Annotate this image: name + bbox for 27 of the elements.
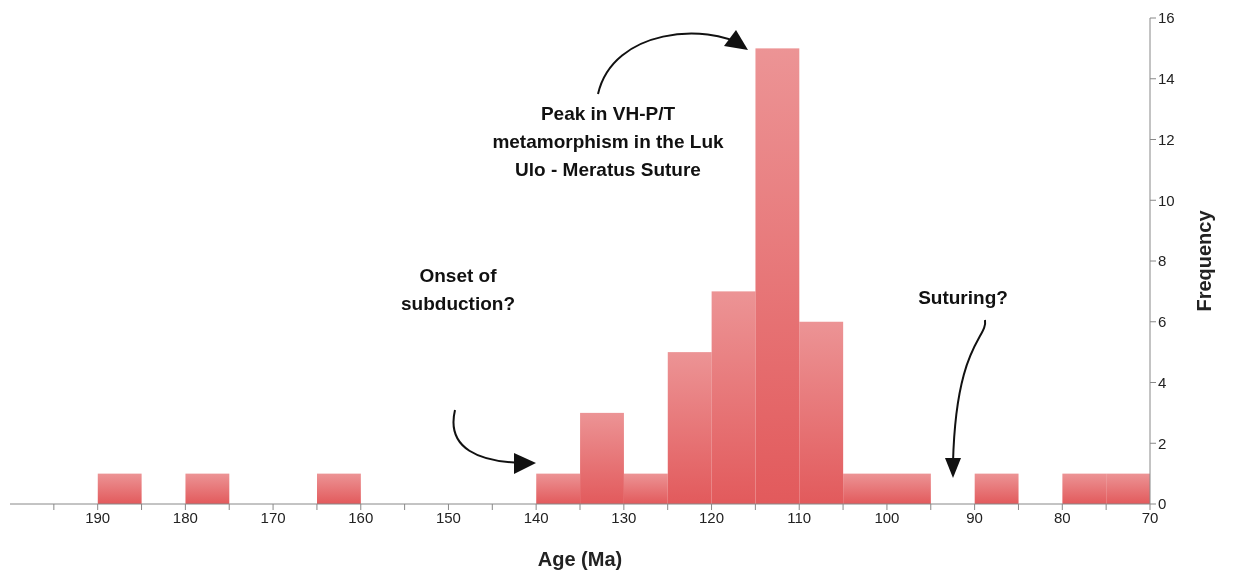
x-tick-label: 110 bbox=[787, 508, 812, 526]
x-tick-label: 190 bbox=[85, 508, 111, 526]
x-tick-label: 160 bbox=[348, 508, 374, 526]
y-tick-label: 16 bbox=[1158, 9, 1175, 27]
x-tick-label: 130 bbox=[611, 508, 637, 526]
x-tick-label: 100 bbox=[874, 508, 900, 526]
annotation: Peak in VH-P/T metamorphism in the Luk Ulo - Meratus Suture bbox=[491, 102, 725, 182]
annotation: Suturing? bbox=[917, 286, 1009, 310]
annotation: Onset of subduction? bbox=[400, 264, 516, 316]
y-tick-label: 12 bbox=[1158, 130, 1175, 148]
x-tick-label: 80 bbox=[1053, 508, 1071, 526]
y-axis-title: Frequency bbox=[1193, 209, 1216, 312]
y-tick-label: 8 bbox=[1158, 252, 1167, 270]
x-tick-label: 70 bbox=[1141, 508, 1159, 526]
x-tick-label: 150 bbox=[435, 508, 461, 526]
y-tick-label: 4 bbox=[1158, 373, 1167, 391]
x-tick-label: 90 bbox=[966, 508, 983, 526]
x-tick-label: 120 bbox=[699, 508, 725, 526]
y-tick-label: 2 bbox=[1158, 434, 1167, 452]
x-axis-title: Age (Ma) bbox=[537, 548, 623, 570]
x-tick-label: 140 bbox=[523, 508, 549, 526]
x-tick-label: 170 bbox=[260, 508, 286, 526]
y-tick-label: 0 bbox=[1158, 495, 1167, 513]
y-tick-label: 6 bbox=[1158, 313, 1167, 331]
x-tick-label: 180 bbox=[172, 508, 198, 526]
y-tick-label: 10 bbox=[1158, 191, 1175, 209]
y-tick-label: 14 bbox=[1158, 70, 1175, 88]
